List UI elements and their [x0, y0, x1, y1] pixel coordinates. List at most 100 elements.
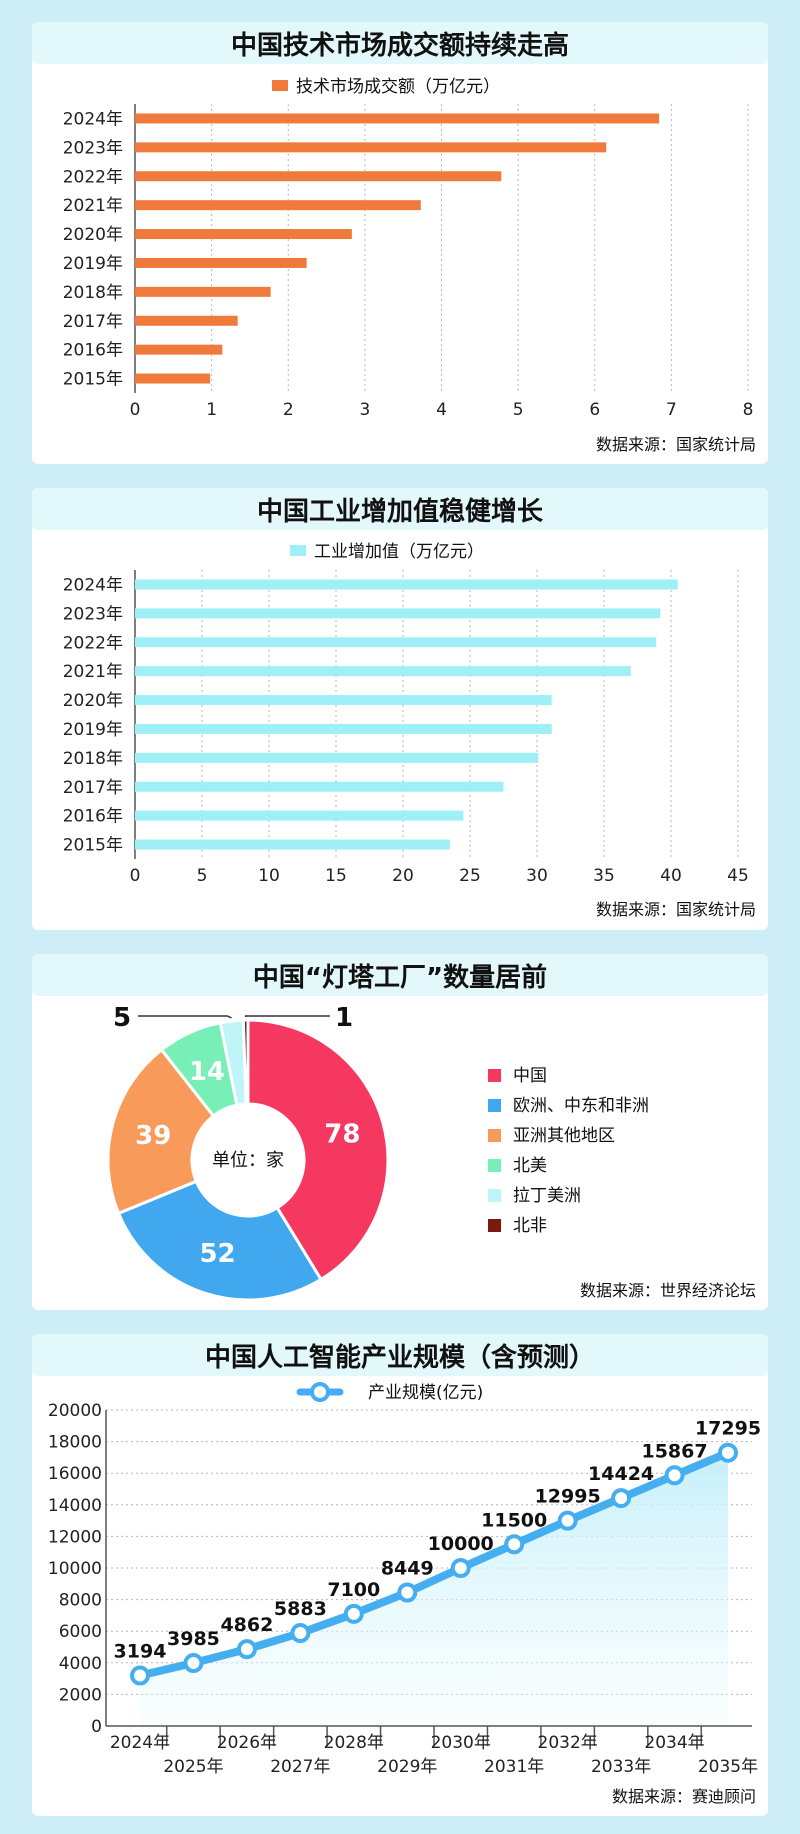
c2-x-tick: 35: [593, 866, 615, 886]
c1-category-label: 2022年: [63, 167, 123, 187]
c2-category-label: 2018年: [63, 749, 123, 769]
c1-x-tick: 7: [666, 400, 677, 420]
chart3-slices: [106, 1018, 390, 1302]
chart4-point: [450, 1558, 471, 1578]
chart3-callout-line: [138, 1015, 232, 1019]
chart4-point: [664, 1465, 685, 1486]
chart4-y-tick: 8000: [59, 1591, 102, 1611]
chart4-points: [130, 1442, 738, 1686]
c2-x-tick: 30: [526, 866, 548, 886]
chart4-y-tick: 6000: [59, 1622, 102, 1642]
chart4-data-label: 10000: [428, 1533, 494, 1555]
chart4-x-tick: 2025年: [163, 1757, 223, 1777]
c2-x-tick: 20: [392, 866, 414, 886]
chart2-title: 中国工业增加值稳健增长: [257, 496, 544, 527]
chart4-x-tick: 2027年: [270, 1757, 330, 1777]
c1-bar: [135, 344, 223, 355]
chart4-y-tick-labels: 0 2000 4000 6000 8000 10000 12000 14000 16000 180…: [48, 1401, 102, 1737]
chart3-legend-swatch: [488, 1099, 501, 1112]
chart3-value-label: 14: [189, 1057, 225, 1087]
chart4-x-tick: 2029年: [377, 1757, 437, 1777]
chart4-y-tick: 18000: [48, 1433, 102, 1453]
c1-category-label: 2018年: [63, 283, 123, 303]
chart3-legend-label: 北美: [513, 1156, 547, 1176]
chart1-tick-labels: 0 1 2 3 4 5 6 7 8: [130, 400, 754, 420]
chart1-legend-label: 技术市场成交额（万亿元）: [296, 77, 500, 97]
c2-category-label: 2021年: [63, 662, 123, 682]
chart3-value-label: 39: [135, 1121, 171, 1151]
c2-category-label: 2017年: [63, 778, 123, 798]
chart4-x-tick: 2032年: [538, 1733, 598, 1753]
c2-category-label: 2020年: [63, 691, 123, 711]
chart4-point: [397, 1582, 418, 1603]
chart4-data-label: 3194: [114, 1641, 167, 1663]
chart1-bars: [135, 113, 660, 384]
c2-category-label: 2016年: [63, 807, 123, 827]
c1-x-tick: 6: [589, 400, 600, 420]
chart4-data-label: 15867: [641, 1440, 707, 1462]
chart3-legend-swatch: [488, 1159, 501, 1172]
c2-bar: [135, 810, 464, 821]
chart3-legend-swatch: [488, 1219, 501, 1232]
chart3-source: 数据来源：世界经济论坛: [580, 1281, 756, 1300]
c2-bar: [135, 752, 539, 763]
chart3-legend-swatch: [488, 1129, 501, 1142]
chart4-y-tick: 4000: [59, 1654, 102, 1674]
chart4-y-tick: 0: [91, 1717, 102, 1737]
chart4-source: 数据来源：赛迪顾问: [612, 1787, 756, 1806]
chart3-legend-label: 中国: [513, 1066, 547, 1086]
chart4-y-tick: 12000: [48, 1527, 102, 1547]
c2-bar: [135, 695, 552, 706]
chart4-data-label: 5883: [274, 1598, 327, 1620]
chart4-legend-label: 产业规模(亿元): [368, 1383, 483, 1403]
c2-category-label: 2022年: [63, 633, 123, 653]
chart3-callout-line: [244, 1015, 330, 1018]
panel-lighthouse-factories: 中国“灯塔工厂”数量居前 78 52 39 14 5 1 单位：家 中国欧洲、中东和非洲亚…: [32, 954, 768, 1310]
chart4-x-tick: 2033年: [591, 1757, 651, 1777]
c1-bar: [135, 257, 307, 268]
chart3-legend-swatch: [488, 1069, 501, 1082]
c2-category-label: 2024年: [63, 575, 123, 595]
chart1-title: 中国技术市场成交额持续走高: [231, 30, 569, 61]
chart4-data-labels: 3194398548625883710084491000011500129951…: [114, 1418, 762, 1663]
chart4-y-tick: 20000: [48, 1401, 102, 1421]
chart4-point: [557, 1510, 578, 1531]
chart4-x-axis: [105, 1410, 752, 1746]
chart4-data-label: 12995: [535, 1486, 601, 1508]
chart4-point: [130, 1665, 150, 1686]
c2-x-tick: 5: [197, 866, 208, 886]
chart4-y-tick: 14000: [48, 1496, 102, 1516]
chart4-x-tick: 2026年: [217, 1733, 277, 1753]
c1-x-tick: 1: [206, 400, 217, 420]
chart3-value-labels: 78 52 39 14 5 1: [113, 1003, 360, 1269]
chart3-value-label: 1: [335, 1003, 353, 1033]
c2-bar: [135, 608, 661, 619]
chart4-y-tick: 2000: [59, 1685, 102, 1705]
chart3-value-label: 5: [113, 1003, 131, 1033]
c1-bar: [135, 373, 211, 384]
chart4-title: 中国人工智能产业规模（含预测）: [205, 1342, 595, 1373]
c1-category-label: 2017年: [63, 312, 123, 332]
chart3-value-label: 52: [199, 1239, 235, 1269]
c2-bar: [135, 637, 657, 648]
chart4-x-tick: 2034年: [644, 1733, 704, 1753]
c1-bar: [135, 229, 352, 240]
c1-bar: [135, 142, 607, 153]
c2-bar: [135, 723, 552, 734]
c1-category-label: 2021年: [63, 196, 123, 216]
c2-x-tick: 40: [660, 866, 682, 886]
chart4-area-fill: [140, 1452, 728, 1726]
c2-x-tick: 45: [727, 866, 749, 886]
c1-category-label: 2020年: [63, 225, 123, 245]
c1-x-tick: 5: [513, 400, 524, 420]
c1-x-tick: 3: [359, 400, 370, 420]
chart3-center-label: 单位：家: [212, 1150, 284, 1171]
chart4-x-tick: 2024年: [110, 1733, 170, 1753]
chart3-title: 中国“灯塔工厂”数量居前: [253, 962, 547, 993]
chart4-point: [236, 1639, 257, 1660]
c1-x-tick: 8: [743, 400, 754, 420]
chart4-point: [343, 1603, 364, 1624]
chart4-x-tick: 2035年: [698, 1757, 758, 1777]
